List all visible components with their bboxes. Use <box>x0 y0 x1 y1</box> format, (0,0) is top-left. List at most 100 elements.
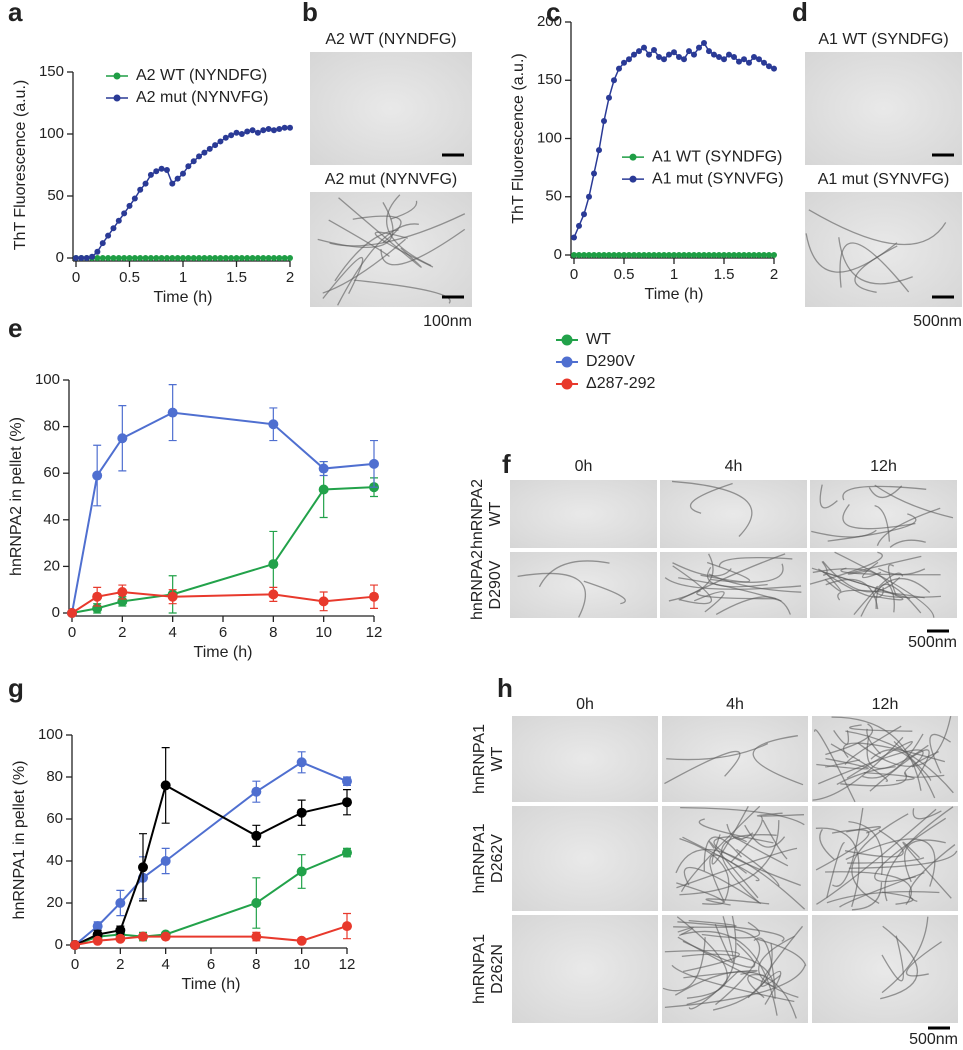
fibril <box>666 742 769 761</box>
data-point <box>99 255 106 261</box>
data-point <box>646 51 652 58</box>
data-point <box>626 56 632 63</box>
data-point <box>741 56 747 63</box>
fibril <box>854 245 898 293</box>
fibril <box>825 723 874 756</box>
fibril <box>849 724 913 732</box>
legend-marker <box>113 94 121 102</box>
row-label: hnRNPA1 <box>471 823 488 893</box>
fibril <box>673 919 737 928</box>
legend-label: WT <box>586 331 611 348</box>
micrograph <box>512 915 658 1023</box>
column-label: 4h <box>726 696 744 713</box>
data-point <box>185 255 192 261</box>
x-tick-label: 10 <box>315 624 332 641</box>
fibril <box>869 749 930 792</box>
data-point <box>581 211 587 218</box>
x-tick-label: 6 <box>207 956 215 973</box>
data-point <box>131 195 138 202</box>
data-point <box>265 126 272 133</box>
panel-label: g <box>8 673 24 703</box>
series <box>67 584 379 618</box>
fibril <box>679 820 780 896</box>
data-point <box>287 255 293 261</box>
data-point <box>115 925 126 936</box>
row-label: hnRNPA2 <box>469 479 486 549</box>
legend-marker <box>561 378 573 390</box>
data-point <box>716 53 722 60</box>
column-label: 12h <box>870 458 897 475</box>
series-line <box>71 486 375 614</box>
fibril <box>837 589 925 601</box>
fibril <box>908 844 956 903</box>
data-point <box>276 126 283 133</box>
data-point <box>651 46 657 53</box>
data-point <box>586 193 592 200</box>
series <box>571 39 777 241</box>
data-point <box>185 163 192 170</box>
fibril <box>714 916 735 963</box>
fibril <box>821 561 828 576</box>
data-point <box>601 118 607 125</box>
fibril <box>826 842 846 898</box>
x-tick-label: 2 <box>116 956 124 973</box>
data-point <box>666 51 672 58</box>
series <box>571 252 777 258</box>
data-point <box>174 175 181 182</box>
data-point <box>180 255 186 261</box>
data-point <box>616 65 622 72</box>
x-tick-label: 2 <box>770 266 778 283</box>
fibril <box>758 935 799 999</box>
fibril <box>874 505 891 542</box>
data-point <box>117 433 128 444</box>
fibril <box>676 882 724 905</box>
data-point <box>706 48 712 55</box>
data-point <box>83 255 90 261</box>
data-point <box>666 252 672 258</box>
series-line <box>71 411 375 614</box>
x-tick-label: 4 <box>168 624 176 641</box>
legend-marker <box>561 356 573 368</box>
fibril <box>851 882 883 911</box>
column-label: 12h <box>872 696 899 713</box>
data-point <box>631 51 637 58</box>
fibril <box>848 850 958 869</box>
y-axis-title: hnRNPA2 in pellet (%) <box>8 417 25 576</box>
fibril <box>677 921 785 942</box>
x-axis-title: Time (h) <box>645 286 704 303</box>
fibril <box>844 829 904 858</box>
data-point <box>606 94 612 101</box>
fibril <box>818 749 924 785</box>
micrograph <box>660 480 807 548</box>
legend-label: A1 mut (SYNVFG) <box>652 170 784 187</box>
data-point <box>571 234 577 241</box>
micrograph <box>310 192 472 307</box>
fibril <box>538 560 610 588</box>
x-tick-label: 0.5 <box>119 269 140 286</box>
data-point <box>217 255 224 261</box>
x-tick-label: 0 <box>72 269 80 286</box>
data-point <box>265 255 272 261</box>
data-point <box>701 39 707 46</box>
fibril <box>756 938 807 966</box>
data-point <box>94 248 101 255</box>
data-point <box>268 419 279 430</box>
data-point <box>115 217 122 224</box>
data-point <box>222 255 229 261</box>
data-point <box>110 255 117 261</box>
fibril <box>880 925 919 1000</box>
data-point <box>121 255 128 261</box>
data-point <box>686 48 692 55</box>
panel-label: a <box>8 0 23 27</box>
fibril <box>675 848 806 910</box>
fibril <box>386 194 432 267</box>
data-point <box>581 252 587 258</box>
fibril <box>705 898 770 906</box>
fibril <box>819 828 835 861</box>
fibril <box>678 577 782 602</box>
fibril <box>671 480 753 537</box>
fibril <box>831 716 922 791</box>
data-point <box>611 77 617 84</box>
data-point <box>281 124 288 131</box>
